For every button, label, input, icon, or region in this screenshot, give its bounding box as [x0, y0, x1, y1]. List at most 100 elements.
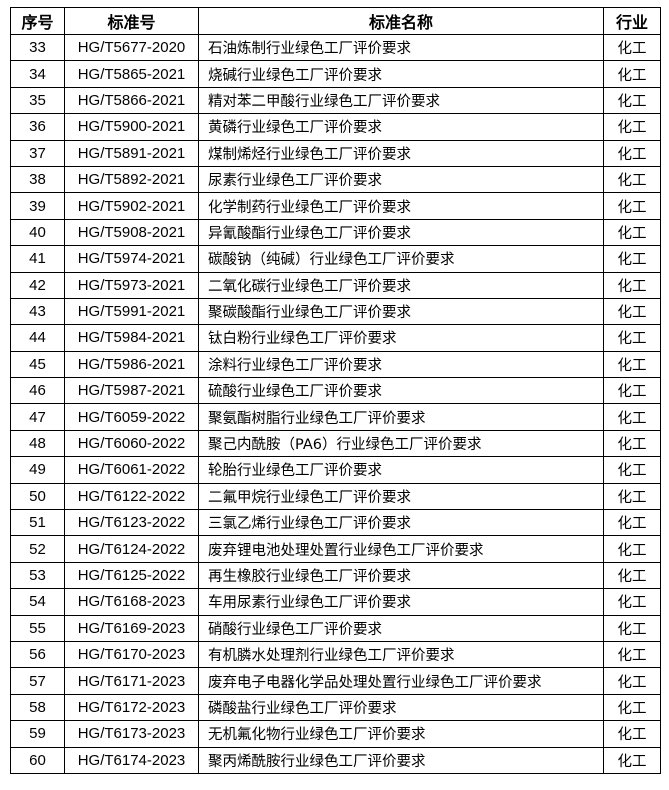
table-row: 35 HG/T5866-2021 精对苯二甲酸行业绿色工厂评价要求 化工	[10, 86, 661, 115]
cell-index: 37	[10, 139, 65, 167]
cell-standard-name: 黄磷行业绿色工厂评价要求	[198, 113, 604, 141]
cell-index: 36	[10, 113, 65, 141]
cell-industry: 化工	[603, 667, 661, 695]
cell-standard-name: 磷酸盐行业绿色工厂评价要求	[198, 693, 604, 722]
cell-index: 51	[10, 509, 65, 537]
cell-industry: 化工	[603, 165, 661, 194]
cell-industry: 化工	[603, 693, 661, 722]
table-row: 58 HG/T6172-2023 磷酸盐行业绿色工厂评价要求 化工	[10, 693, 661, 722]
cell-standard-name: 烧碱行业绿色工厂评价要求	[198, 60, 604, 88]
cell-index: 52	[10, 535, 65, 563]
cell-industry: 化工	[603, 614, 661, 642]
cell-standard-no: HG/T5865-2021	[64, 60, 199, 88]
cell-standard-name: 废弃锂电池处理处置行业绿色工厂评价要求	[198, 535, 604, 563]
cell-standard-no: HG/T5991-2021	[64, 297, 199, 326]
cell-industry: 化工	[603, 192, 661, 220]
cell-standard-no: HG/T5974-2021	[64, 245, 199, 273]
cell-standard-no: HG/T6124-2022	[64, 535, 199, 563]
table-row: 51 HG/T6123-2022 三氯乙烯行业绿色工厂评价要求 化工	[10, 509, 661, 537]
cell-standard-name: 硫酸行业绿色工厂评价要求	[198, 377, 604, 405]
table-row: 46 HG/T5987-2021 硫酸行业绿色工厂评价要求 化工	[10, 377, 661, 405]
cell-standard-name: 轮胎行业绿色工厂评价要求	[198, 456, 604, 484]
table-row: 57 HG/T6171-2023 废弃电子电器化学品处理处置行业绿色工厂评价要求 化工	[10, 667, 661, 695]
table-row: 59 HG/T6173-2023 无机氟化物行业绿色工厂评价要求 化工	[10, 720, 661, 748]
cell-industry: 化工	[603, 86, 661, 115]
cell-industry: 化工	[603, 33, 661, 62]
cell-industry: 化工	[603, 456, 661, 484]
cell-index: 55	[10, 614, 65, 642]
cell-standard-name: 异氰酸酯行业绿色工厂评价要求	[198, 218, 604, 247]
cell-standard-no: HG/T6061-2022	[64, 456, 199, 484]
cell-standard-no: HG/T5677-2020	[64, 33, 199, 62]
cell-standard-no: HG/T5902-2021	[64, 192, 199, 220]
cell-index: 54	[10, 588, 65, 616]
cell-index: 47	[10, 403, 65, 431]
table-row: 56 HG/T6170-2023 有机膦水处理剂行业绿色工厂评价要求 化工	[10, 640, 661, 669]
cell-industry: 化工	[603, 746, 661, 774]
table-row: 47 HG/T6059-2022 聚氨酯树脂行业绿色工厂评价要求 化工	[10, 403, 661, 431]
table-row: 39 HG/T5902-2021 化学制药行业绿色工厂评价要求 化工	[10, 192, 661, 220]
cell-standard-name: 聚氨酯树脂行业绿色工厂评价要求	[198, 403, 604, 431]
cell-industry: 化工	[603, 720, 661, 748]
cell-index: 53	[10, 561, 65, 590]
cell-industry: 化工	[603, 640, 661, 669]
cell-industry: 化工	[603, 139, 661, 167]
cell-standard-no: HG/T6170-2023	[64, 640, 199, 669]
cell-standard-no: HG/T5866-2021	[64, 86, 199, 115]
table-row: 55 HG/T6169-2023 硝酸行业绿色工厂评价要求 化工	[10, 614, 661, 642]
cell-standard-name: 硝酸行业绿色工厂评价要求	[198, 614, 604, 642]
cell-standard-no: HG/T6122-2022	[64, 482, 199, 511]
cell-industry: 化工	[603, 324, 661, 352]
cell-industry: 化工	[603, 588, 661, 616]
table-row: 42 HG/T5973-2021 二氧化碳行业绿色工厂评价要求 化工	[10, 271, 661, 299]
cell-standard-no: HG/T6171-2023	[64, 667, 199, 695]
cell-standard-name: 二氟甲烷行业绿色工厂评价要求	[198, 482, 604, 511]
table-row: 54 HG/T6168-2023 车用尿素行业绿色工厂评价要求 化工	[10, 588, 661, 616]
table-row: 48 HG/T6060-2022 聚己内酰胺（PA6）行业绿色工厂评价要求 化工	[10, 429, 661, 458]
cell-industry: 化工	[603, 350, 661, 379]
table-row: 40 HG/T5908-2021 异氰酸酯行业绿色工厂评价要求 化工	[10, 218, 661, 247]
cell-industry: 化工	[603, 377, 661, 405]
cell-index: 38	[10, 165, 65, 194]
cell-standard-no: HG/T6123-2022	[64, 509, 199, 537]
cell-standard-no: HG/T5973-2021	[64, 271, 199, 299]
cell-industry: 化工	[603, 297, 661, 326]
cell-industry: 化工	[603, 482, 661, 511]
header-industry: 行业	[603, 7, 661, 35]
cell-standard-no: HG/T6169-2023	[64, 614, 199, 642]
cell-standard-name: 化学制药行业绿色工厂评价要求	[198, 192, 604, 220]
table-row: 37 HG/T5891-2021 煤制烯烃行业绿色工厂评价要求 化工	[10, 139, 661, 167]
table-row: 45 HG/T5986-2021 涂料行业绿色工厂评价要求 化工	[10, 350, 661, 379]
table-row: 34 HG/T5865-2021 烧碱行业绿色工厂评价要求 化工	[10, 60, 661, 88]
table-row: 53 HG/T6125-2022 再生橡胶行业绿色工厂评价要求 化工	[10, 561, 661, 590]
cell-standard-no: HG/T5986-2021	[64, 350, 199, 379]
cell-standard-name: 再生橡胶行业绿色工厂评价要求	[198, 561, 604, 590]
cell-standard-no: HG/T6059-2022	[64, 403, 199, 431]
table-row: 52 HG/T6124-2022 废弃锂电池处理处置行业绿色工厂评价要求 化工	[10, 535, 661, 563]
cell-standard-name: 车用尿素行业绿色工厂评价要求	[198, 588, 604, 616]
cell-standard-name: 废弃电子电器化学品处理处置行业绿色工厂评价要求	[198, 667, 604, 695]
cell-standard-name: 煤制烯烃行业绿色工厂评价要求	[198, 139, 604, 167]
cell-standard-no: HG/T6174-2023	[64, 746, 199, 774]
cell-standard-name: 聚碳酸酯行业绿色工厂评价要求	[198, 297, 604, 326]
cell-industry: 化工	[603, 561, 661, 590]
cell-index: 49	[10, 456, 65, 484]
cell-standard-no: HG/T5987-2021	[64, 377, 199, 405]
table-row: 50 HG/T6122-2022 二氟甲烷行业绿色工厂评价要求 化工	[10, 482, 661, 511]
cell-standard-no: HG/T6168-2023	[64, 588, 199, 616]
cell-standard-no: HG/T5900-2021	[64, 113, 199, 141]
cell-index: 59	[10, 720, 65, 748]
header-standard-name: 标准名称	[198, 7, 604, 35]
cell-standard-name: 钛白粉行业绿色工厂评价要求	[198, 324, 604, 352]
cell-index: 40	[10, 218, 65, 247]
header-index: 序号	[10, 7, 65, 35]
cell-industry: 化工	[603, 60, 661, 88]
cell-standard-no: HG/T5908-2021	[64, 218, 199, 247]
cell-standard-name: 碳酸钠（纯碱）行业绿色工厂评价要求	[198, 245, 604, 273]
cell-index: 34	[10, 60, 65, 88]
table-row: 36 HG/T5900-2021 黄磷行业绿色工厂评价要求 化工	[10, 113, 661, 141]
cell-index: 60	[10, 746, 65, 774]
cell-standard-no: HG/T5891-2021	[64, 139, 199, 167]
cell-standard-name: 三氯乙烯行业绿色工厂评价要求	[198, 509, 604, 537]
cell-index: 58	[10, 693, 65, 722]
